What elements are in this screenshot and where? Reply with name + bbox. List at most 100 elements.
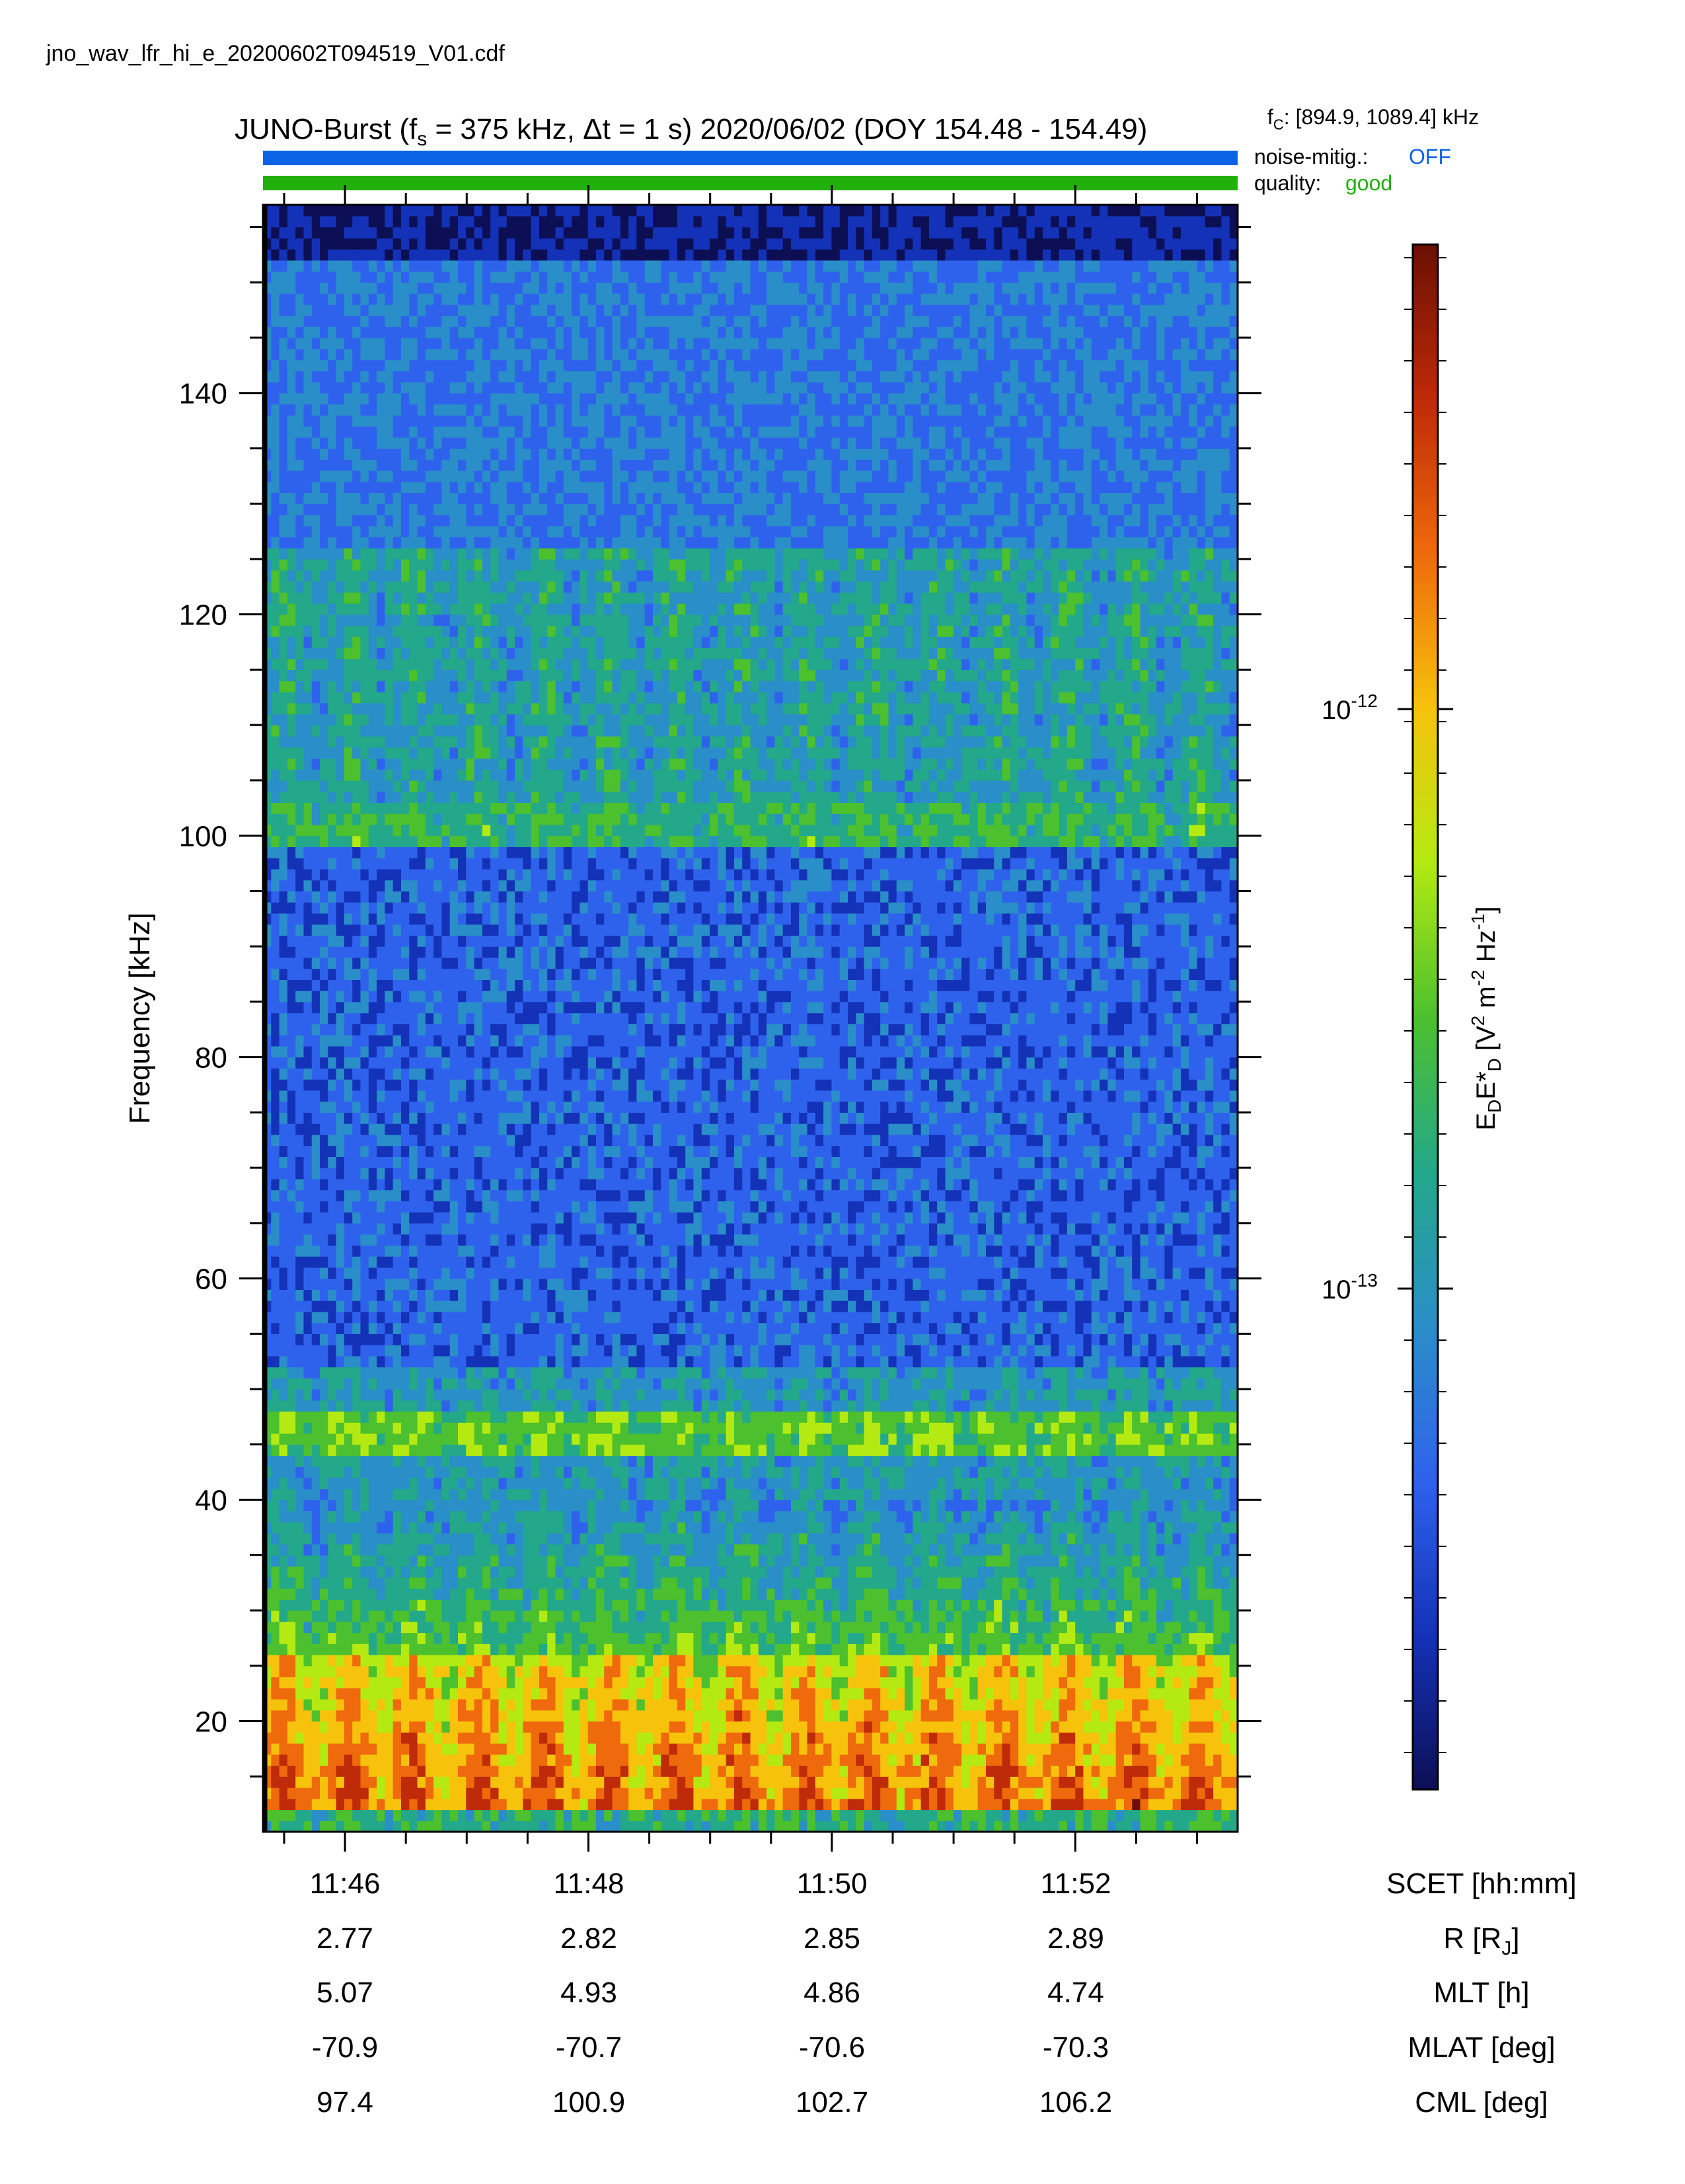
heatmap-cell (409, 482, 418, 493)
heatmap-cell (352, 1412, 361, 1423)
heatmap-cell (474, 293, 483, 305)
heatmap-cell (369, 1799, 377, 1810)
heatmap-cell (377, 1279, 385, 1290)
heatmap-cell (303, 448, 312, 459)
heatmap-cell (482, 1279, 491, 1290)
heatmap-cell (426, 1555, 434, 1566)
heatmap-cell (369, 1378, 377, 1389)
heatmap-cell (312, 603, 320, 615)
heatmap-cell (515, 1544, 523, 1556)
heatmap-cell (515, 526, 523, 537)
heatmap-cell (507, 459, 515, 471)
heatmap-cell (352, 1766, 361, 1777)
heatmap-cell (377, 1633, 385, 1644)
heatmap-cell (377, 371, 385, 382)
heatmap-cell (426, 404, 434, 415)
heatmap-cell (441, 448, 450, 459)
heatmap-cell (498, 515, 507, 526)
heatmap-cell (507, 271, 515, 282)
heatmap-cell (280, 1389, 288, 1400)
heatmap-cell (441, 371, 450, 382)
heatmap-cell (312, 792, 320, 803)
heatmap-cell (336, 669, 345, 681)
heatmap-cell (474, 1212, 483, 1223)
heatmap-cell (409, 991, 418, 1002)
heatmap-cell (369, 603, 377, 615)
heatmap-cell (515, 1201, 523, 1212)
heatmap-cell (385, 1478, 393, 1489)
heatmap-cell (295, 249, 304, 260)
heatmap-cell (328, 548, 336, 559)
heatmap-cell (498, 1201, 507, 1212)
heatmap-cell (369, 371, 377, 382)
heatmap-cell (474, 736, 483, 747)
heatmap-cell (426, 492, 434, 504)
heatmap-cell (409, 1289, 418, 1300)
heatmap-cell (336, 1699, 345, 1710)
heatmap-cell (466, 913, 474, 924)
heatmap-cell (498, 1754, 507, 1766)
heatmap-cell (482, 437, 491, 449)
heatmap-cell (498, 1655, 507, 1666)
heatmap-cell (295, 1721, 304, 1733)
heatmap-cell (433, 1279, 442, 1290)
heatmap-cell (498, 1445, 507, 1456)
heatmap-cell (490, 548, 499, 559)
heatmap-cell (369, 393, 377, 404)
heatmap-cell (498, 205, 507, 216)
heatmap-cell (287, 935, 296, 946)
heatmap-cell (482, 537, 491, 548)
heatmap-cell (490, 1533, 499, 1544)
heatmap-cell (490, 1522, 499, 1533)
heatmap-cell (385, 648, 393, 659)
heatmap-cell (336, 1566, 345, 1577)
heatmap-cell (344, 1766, 353, 1777)
heatmap-cell (466, 991, 474, 1002)
heatmap-cell (320, 326, 328, 338)
heatmap-cell (474, 1566, 483, 1577)
heatmap-cell (498, 1234, 507, 1246)
heatmap-cell (344, 1655, 353, 1666)
heatmap-cell (344, 703, 353, 714)
heatmap-cell (287, 1002, 296, 1013)
heatmap-cell (401, 448, 410, 459)
heatmap-cell (287, 813, 296, 825)
heatmap-cell (426, 1699, 434, 1710)
heatmap-cell (287, 1300, 296, 1312)
heatmap-cell (369, 1466, 377, 1478)
heatmap-cell (312, 537, 320, 548)
heatmap-cell (418, 1378, 426, 1389)
heatmap-cell (312, 205, 320, 216)
heatmap-cell (507, 1300, 515, 1312)
heatmap-cell (287, 216, 296, 227)
heatmap-cell (320, 338, 328, 349)
heatmap-cell (515, 1256, 523, 1267)
heatmap-cell (490, 227, 499, 239)
heatmap-cell (312, 426, 320, 437)
heatmap-cell (482, 769, 491, 780)
heatmap-cell (385, 669, 393, 681)
heatmap-cell (426, 1057, 434, 1069)
heatmap-cell (352, 504, 361, 515)
heatmap-cell (361, 338, 369, 349)
heatmap-cell (409, 515, 418, 526)
heatmap-cell (466, 1422, 474, 1433)
heatmap-cell (385, 1035, 393, 1046)
heatmap-cell (320, 1079, 328, 1090)
heatmap-cell (344, 548, 353, 559)
heatmap-cell (401, 1456, 410, 1467)
heatmap-cell (466, 1555, 474, 1566)
heatmap-cell (507, 969, 515, 980)
heatmap-cell (401, 1821, 410, 1832)
heatmap-cell (352, 1533, 361, 1544)
heatmap-cell (490, 1610, 499, 1622)
heatmap-cell (401, 1566, 410, 1577)
heatmap-cell (303, 1289, 312, 1300)
heatmap-cell (409, 813, 418, 825)
heatmap-cell (433, 935, 442, 946)
heatmap-cell (466, 1112, 474, 1123)
heatmap-cell (393, 1013, 402, 1024)
heatmap-cell (490, 592, 499, 603)
heatmap-cell (312, 636, 320, 648)
heatmap-cell (441, 359, 450, 371)
